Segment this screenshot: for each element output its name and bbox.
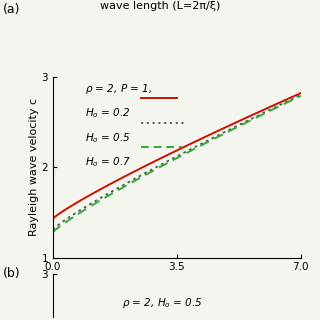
X-axis label: wave length (L=2π/ξ): wave length (L=2π/ξ)	[116, 278, 237, 288]
Text: $H_o$ = 0.7: $H_o$ = 0.7	[85, 156, 131, 169]
Text: $\rho$ = 2, $H_o$ = 0.5: $\rho$ = 2, $H_o$ = 0.5	[122, 296, 203, 310]
Text: $\rho$ = 2, $P$ = 1,: $\rho$ = 2, $P$ = 1,	[85, 82, 152, 96]
Text: (b): (b)	[3, 267, 21, 280]
Y-axis label: Rayleigh wave velocity c: Rayleigh wave velocity c	[28, 98, 38, 236]
Text: $H_o$ = 0.2: $H_o$ = 0.2	[85, 107, 131, 120]
Text: wave length (L=2π/ξ): wave length (L=2π/ξ)	[100, 1, 220, 11]
Text: $H_o$ = 0.5: $H_o$ = 0.5	[85, 131, 131, 145]
Text: (a): (a)	[3, 3, 21, 16]
